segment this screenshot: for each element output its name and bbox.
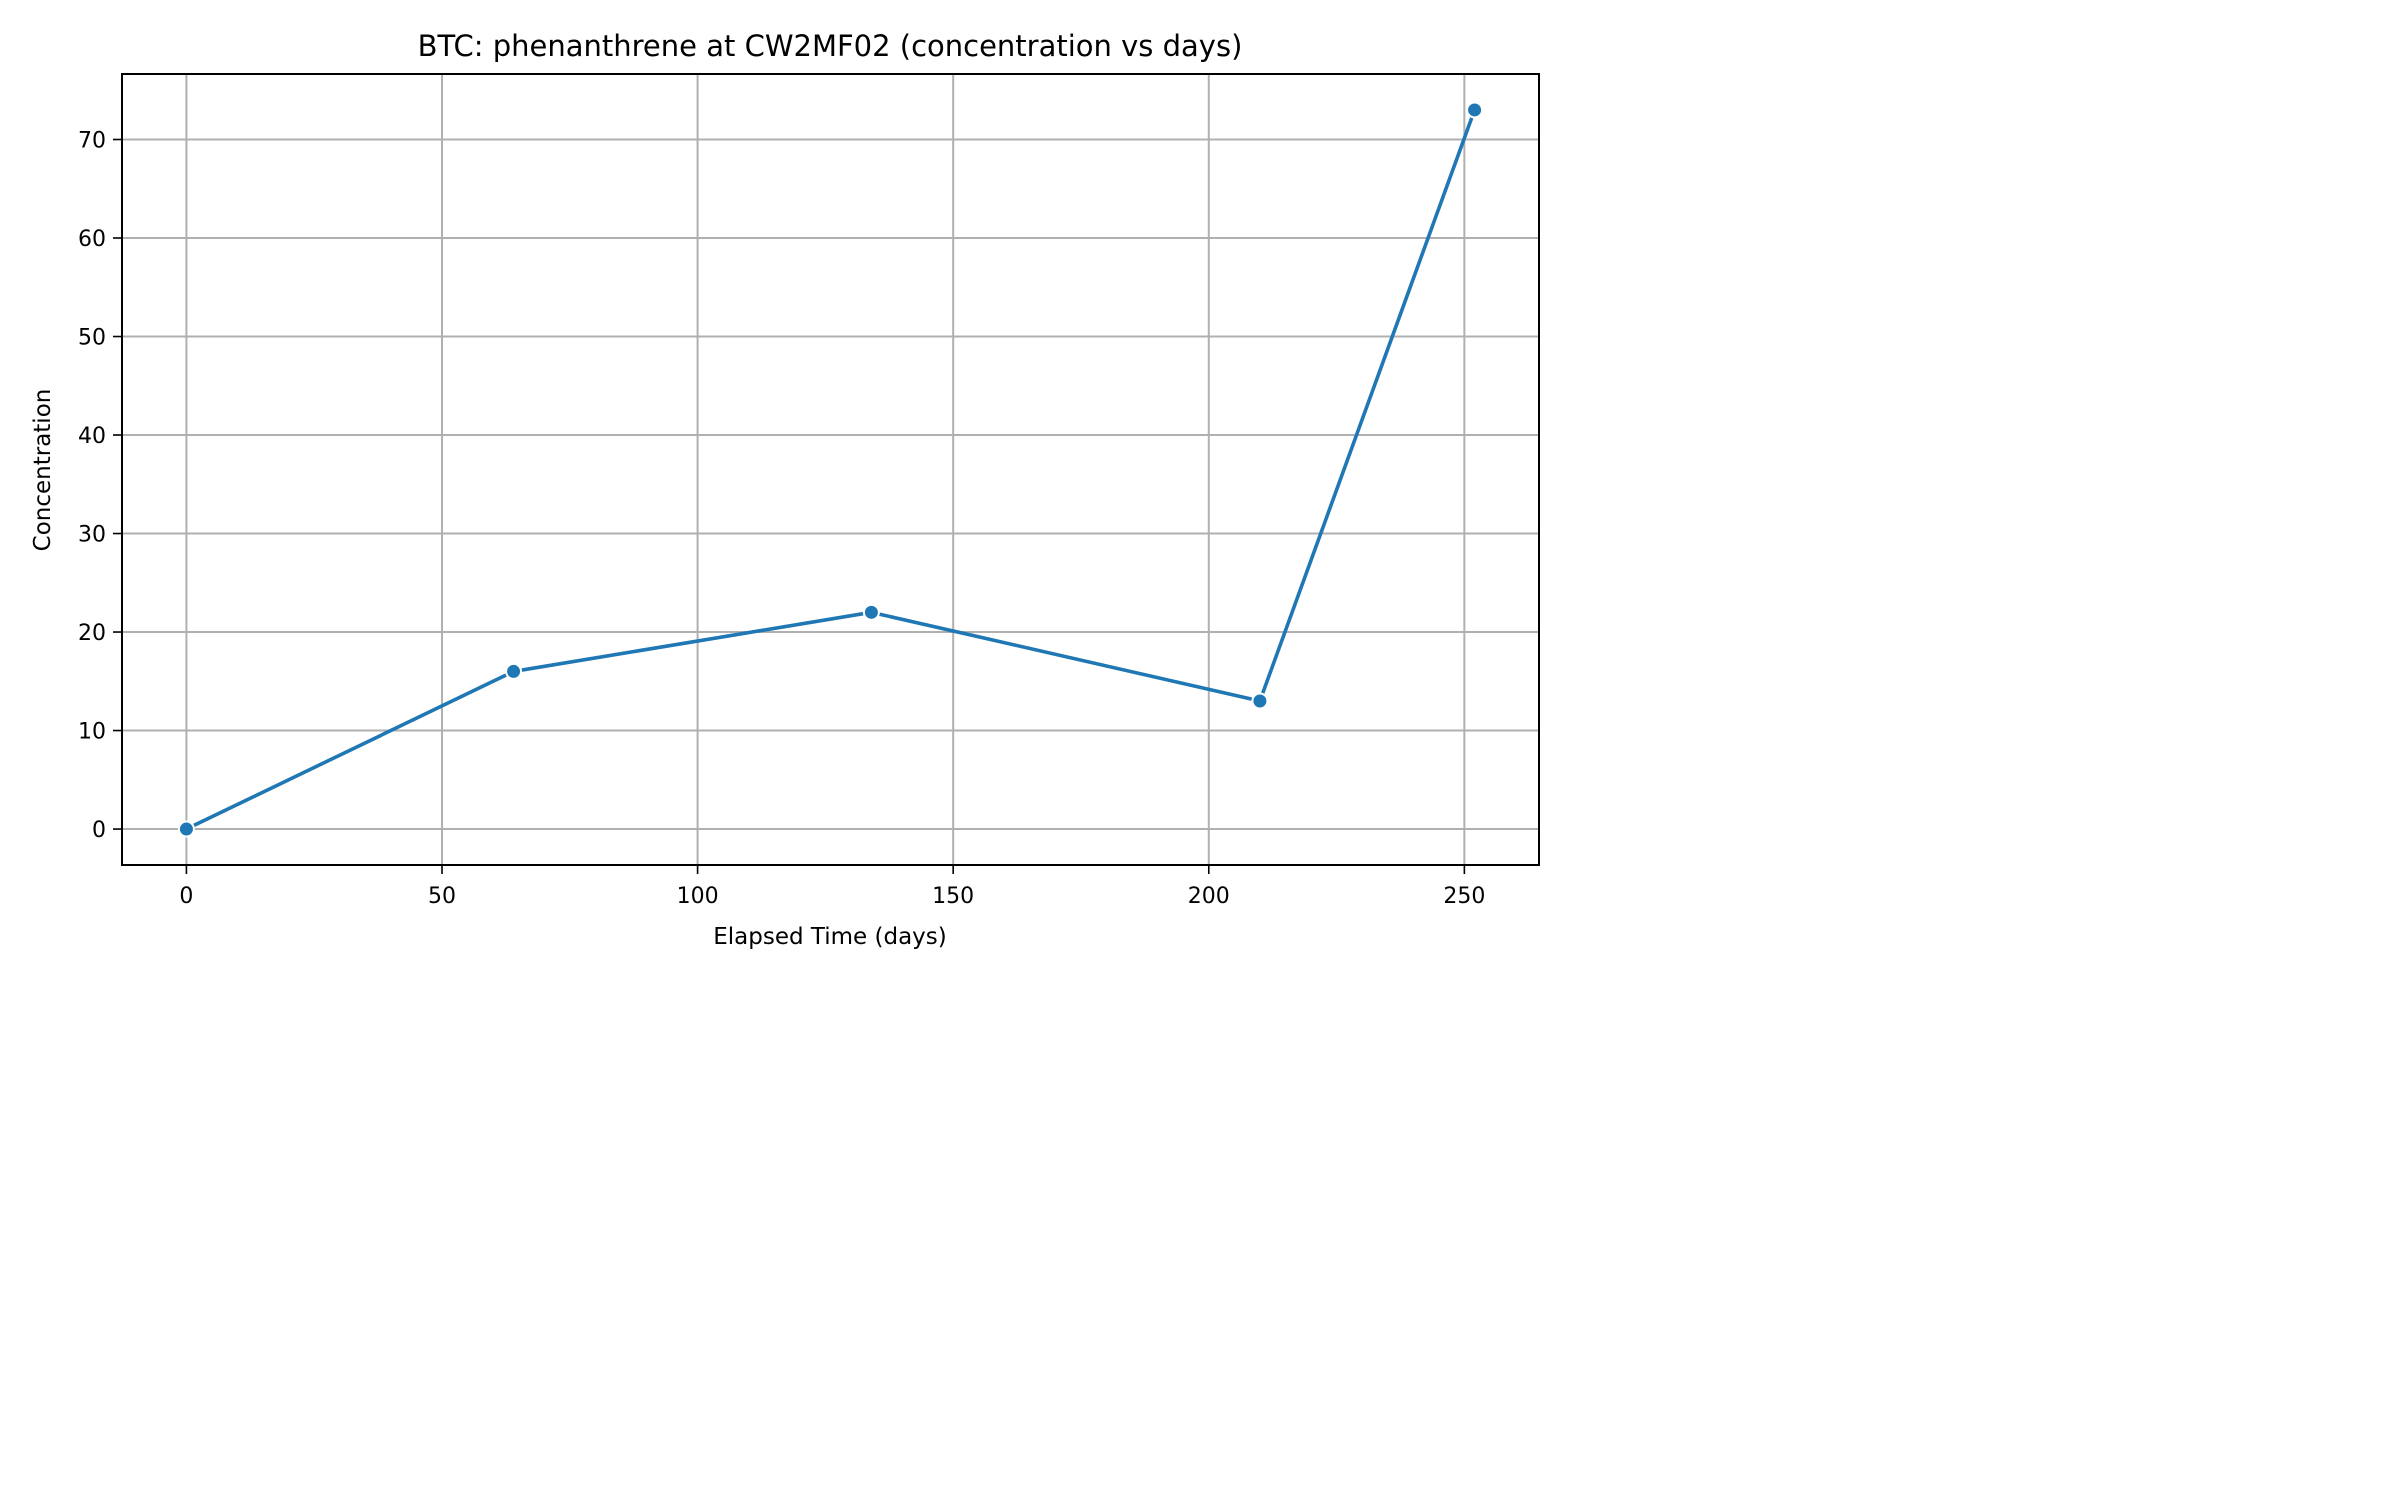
- y-axis-ticks: 0 10 20 30 40 50 60 70: [78, 129, 122, 843]
- data-point: [1466, 101, 1484, 119]
- x-tick-label: 150: [932, 884, 974, 909]
- y-grid: [122, 138, 1539, 831]
- x-tick-label: 250: [1443, 884, 1485, 909]
- y-tick-label: 40: [78, 424, 106, 449]
- data-point: [505, 662, 523, 680]
- y-tick-label: 10: [78, 720, 106, 745]
- x-tick-label: 100: [677, 884, 719, 909]
- x-tick-label: 200: [1188, 884, 1230, 909]
- x-tick-label: 0: [179, 884, 193, 909]
- y-tick-label: 30: [78, 523, 106, 548]
- chart-title: BTC: phenanthrene at CW2MF02 (concentrat…: [418, 29, 1243, 63]
- x-grid: [185, 74, 1466, 865]
- series-layer: [177, 101, 1484, 838]
- data-point: [177, 820, 195, 838]
- plot-frame: [121, 73, 1540, 866]
- y-axis-label: Concentration: [30, 389, 56, 552]
- y-tick-label: 0: [92, 818, 106, 843]
- x-tick-label: 50: [428, 884, 456, 909]
- x-axis-ticks: 0 50 100 150 200 250: [179, 865, 1485, 909]
- data-point: [1251, 692, 1269, 710]
- y-tick-label: 70: [78, 129, 106, 154]
- line-chart: 0 50 100 150 200 250 0 10 20 30 40 50 60 70 BTC: phe…: [0, 0, 1560, 975]
- data-point: [862, 603, 880, 621]
- y-tick-label: 60: [78, 227, 106, 252]
- y-tick-label: 50: [78, 326, 106, 351]
- x-axis-label: Elapsed Time (days): [713, 924, 947, 950]
- plot-area: [122, 74, 1539, 865]
- y-tick-label: 20: [78, 621, 106, 646]
